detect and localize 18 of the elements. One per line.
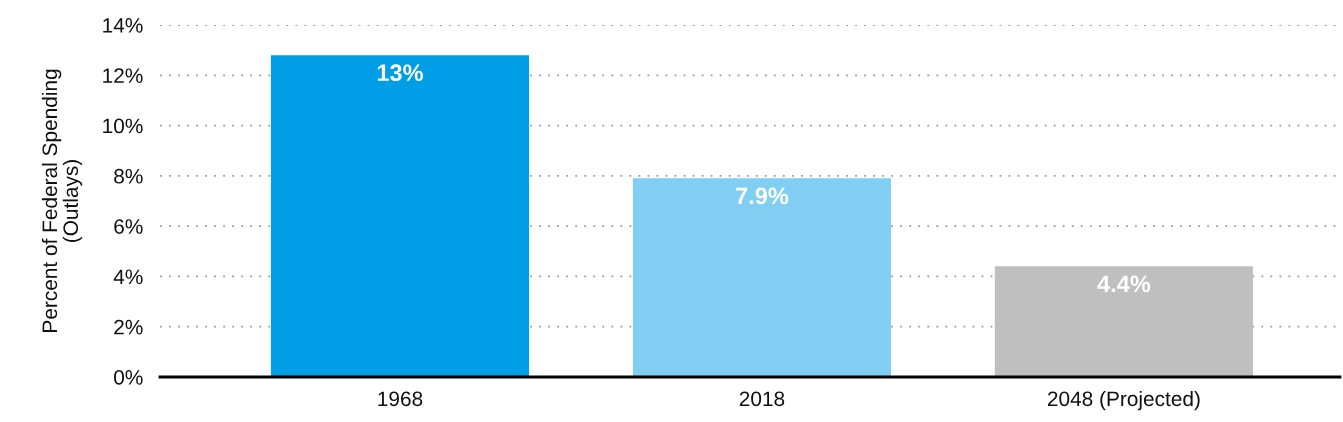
- x-tick-label: 1968: [378, 391, 423, 407]
- y-tick-label: 10%: [103, 118, 143, 134]
- bar: [270, 55, 530, 377]
- y-tick-label: 4%: [113, 269, 143, 285]
- y-tick-label: 6%: [114, 219, 143, 234]
- data-label: 13%: [377, 64, 423, 82]
- y-tick-label: 14%: [103, 18, 143, 33]
- data-label: 7.9%: [736, 187, 789, 205]
- y-tick-label: 2%: [114, 319, 143, 335]
- x-tick-label: 2018: [739, 391, 785, 407]
- x-tick-label: 2048 (Projected): [1047, 390, 1200, 411]
- y-tick-label: 8%: [114, 168, 143, 184]
- y-tick-label: 12%: [103, 68, 143, 83]
- y-tick-label: 0%: [114, 370, 143, 385]
- bar: [632, 178, 891, 377]
- y-axis-title: Percent of Federal Spending (Outlays): [41, 69, 83, 332]
- data-label: 4.4%: [1097, 275, 1151, 293]
- bar: [994, 266, 1253, 377]
